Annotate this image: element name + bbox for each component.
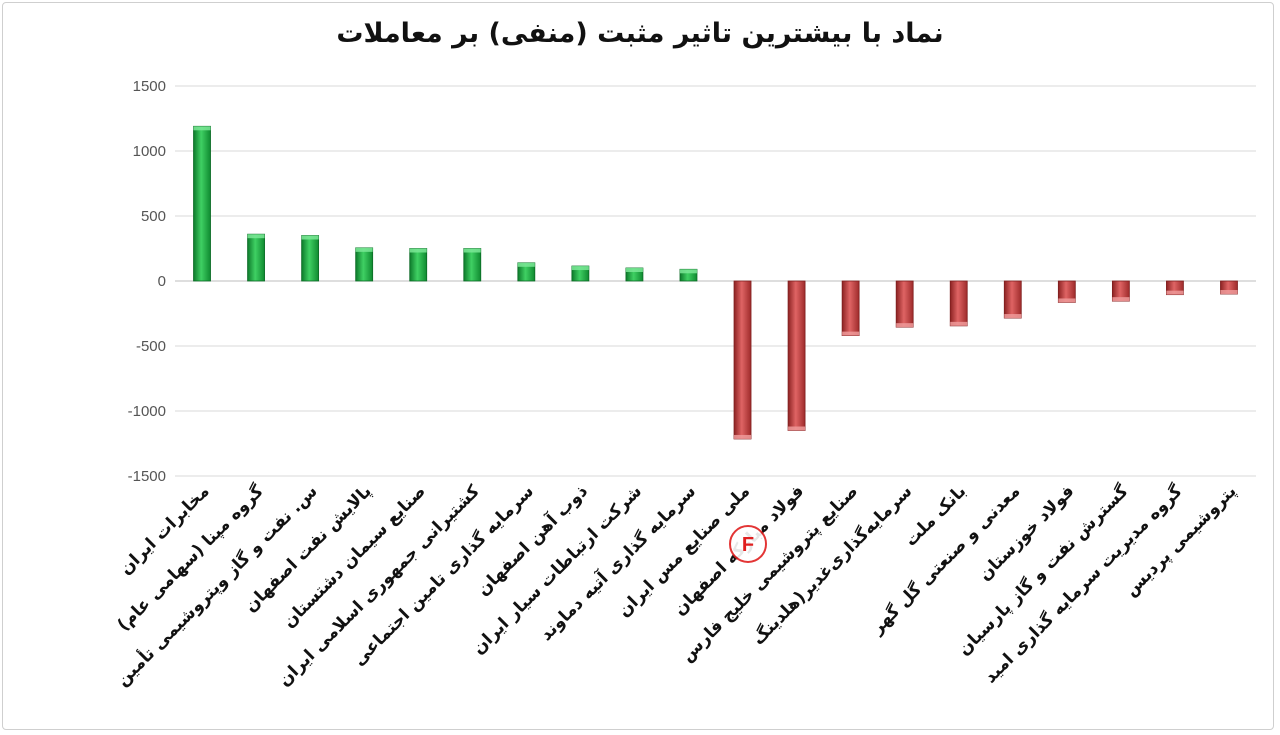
category-label: مخابرات ایران bbox=[116, 481, 214, 579]
bar-cap bbox=[247, 234, 265, 239]
bar-cap bbox=[896, 323, 914, 328]
bar bbox=[895, 280, 914, 328]
bar-cap bbox=[1004, 314, 1022, 319]
y-tick-label: -500 bbox=[136, 338, 166, 355]
bar-cap bbox=[409, 248, 427, 253]
bar-cap bbox=[355, 247, 373, 252]
bar bbox=[301, 235, 320, 282]
category-label: فولاد خوزستان bbox=[975, 481, 1078, 584]
bar bbox=[409, 248, 428, 282]
bar bbox=[1003, 280, 1022, 319]
y-tick-label: 0 bbox=[158, 273, 166, 290]
y-tick-label: 500 bbox=[141, 208, 166, 225]
gridlines bbox=[175, 85, 1256, 477]
y-tick-label: 1500 bbox=[133, 78, 166, 95]
bar-cap bbox=[571, 266, 589, 271]
bar-cap bbox=[679, 269, 697, 274]
bar-cap bbox=[1058, 298, 1076, 303]
y-tick-label: -1000 bbox=[128, 403, 166, 420]
y-tick-label: 1000 bbox=[133, 143, 166, 160]
bar-cap bbox=[463, 248, 481, 253]
category-label: س. نفت و گاز وپتروشیمی تأمین bbox=[111, 480, 321, 690]
bar bbox=[247, 233, 265, 282]
bar bbox=[463, 248, 482, 282]
watermark-logo: F bbox=[729, 525, 767, 563]
bar-cap bbox=[950, 321, 968, 326]
bar bbox=[193, 125, 211, 282]
bar-cap bbox=[1220, 290, 1238, 294]
bar bbox=[787, 280, 806, 431]
category-label: کشتیرانی جمهوری اسلامی ایران bbox=[274, 481, 483, 690]
bar bbox=[841, 280, 860, 336]
bar-cap bbox=[625, 268, 643, 272]
bar-cap bbox=[517, 262, 535, 267]
bar-cap bbox=[788, 426, 806, 431]
bar-cap bbox=[193, 126, 211, 131]
bar bbox=[949, 280, 968, 327]
bar-cap bbox=[301, 235, 319, 240]
y-axis: 1500 1000 500 0 -500 -1000 -1500 bbox=[128, 78, 166, 485]
chart-title: نماد با بیشترین تاثیر مثبت (منفی) بر معا… bbox=[336, 18, 944, 49]
bar-cap bbox=[734, 434, 752, 439]
bar-cap bbox=[842, 331, 860, 336]
y-tick-label: -1500 bbox=[128, 468, 166, 485]
bars bbox=[193, 125, 1238, 440]
bar bbox=[733, 280, 752, 440]
bar bbox=[355, 247, 374, 282]
category-label: گروه مدیریت سرمایه گذاری امید bbox=[980, 481, 1187, 688]
watermark-glyph: F bbox=[742, 534, 754, 556]
bar-cap bbox=[1112, 297, 1130, 302]
watermark-circle bbox=[729, 525, 767, 563]
bar-cap bbox=[1166, 290, 1184, 295]
